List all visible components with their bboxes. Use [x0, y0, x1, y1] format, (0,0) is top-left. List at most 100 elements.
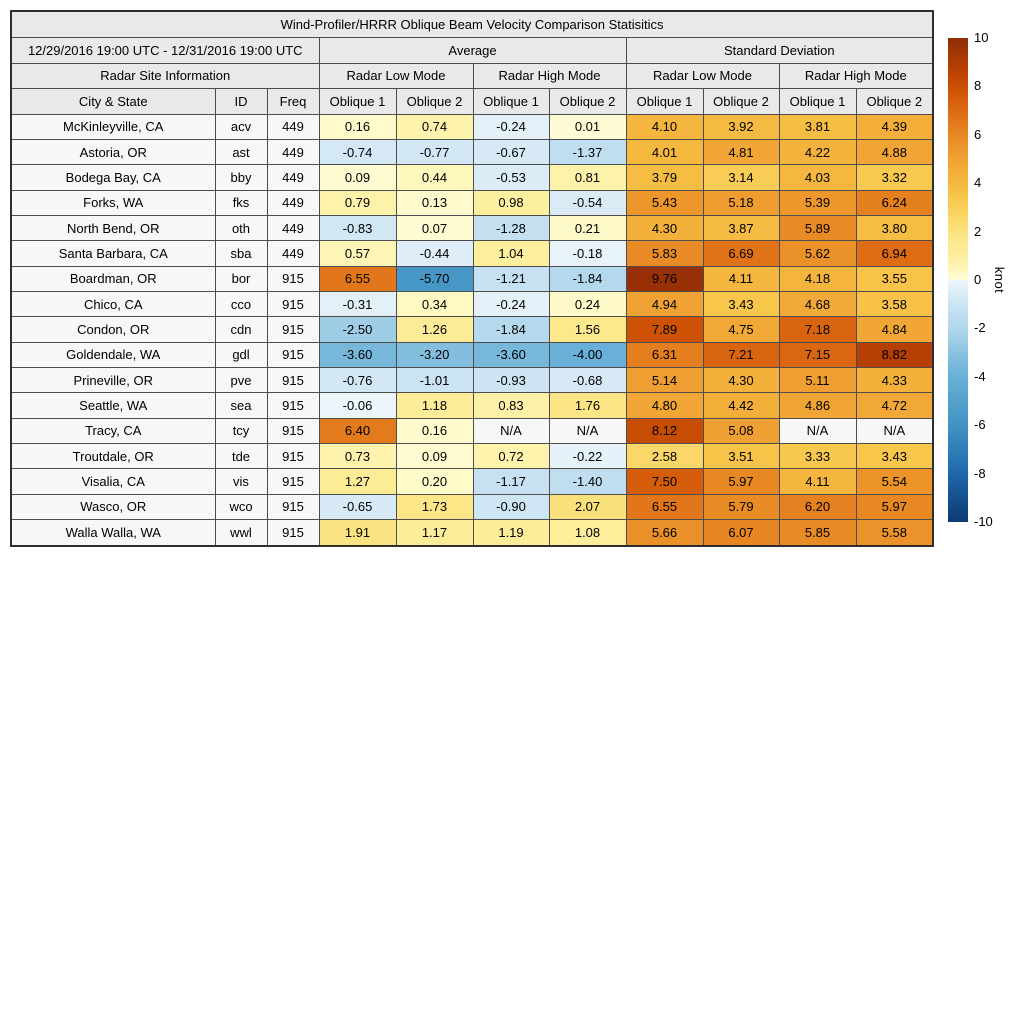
freq-cell: 449	[266, 240, 320, 267]
freq-cell: 915	[266, 442, 320, 470]
value-cell: -0.24	[472, 290, 550, 318]
value-cell: 3.80	[855, 214, 934, 242]
value-cell: 0.57	[318, 240, 397, 267]
table-row: Condon, OR cdn 915 -2.50 1.26 -1.84 1.56 7.89 4.…	[10, 316, 934, 343]
value-cell: -0.65	[318, 493, 397, 521]
value-cell: 3.14	[702, 164, 780, 191]
table-row: Boardman, OR bor 915 6.55 -5.70 -1.21 -1.84 9.7…	[10, 265, 934, 292]
freq-cell: 915	[266, 519, 320, 547]
value-cell: 0.74	[395, 113, 474, 140]
table-row: Seattle, WA sea 915 -0.06 1.18 0.83 1.76 4.80 4.…	[10, 392, 934, 419]
value-cell: -1.21	[472, 265, 550, 292]
value-cell: -0.77	[395, 138, 474, 166]
value-cell: -5.70	[395, 265, 474, 292]
site-id-cell: tde	[214, 442, 268, 470]
value-cell: 4.88	[855, 138, 934, 166]
site-id-cell: acv	[214, 113, 268, 140]
value-cell: 4.68	[778, 290, 857, 318]
table-row: Chico, CA cco 915 -0.31 0.34 -0.24 0.24 4.94 3.4…	[10, 290, 934, 318]
city-state-cell: Seattle, WA	[10, 392, 216, 419]
value-cell: 1.04	[472, 240, 550, 267]
avg-low-mode-header: Radar Low Mode	[318, 62, 474, 89]
site-id-cell: tcy	[214, 417, 268, 444]
freq-cell: 449	[266, 189, 320, 216]
value-cell: 5.66	[625, 519, 704, 547]
average-group-header: Average	[318, 36, 627, 64]
value-cell: -1.84	[472, 316, 550, 343]
value-cell: 0.21	[548, 214, 627, 242]
value-cell: 3.92	[702, 113, 780, 140]
site-id-cell: oth	[214, 214, 268, 242]
value-cell: 7.15	[778, 341, 857, 368]
freq-cell: 449	[266, 113, 320, 140]
value-cell: 6.07	[702, 519, 780, 547]
sd-low-mode-header: Radar Low Mode	[625, 62, 780, 89]
value-cell: 0.44	[395, 164, 474, 191]
value-cell: 7.89	[625, 316, 704, 343]
value-cell: -3.20	[395, 341, 474, 368]
oblique1-column-header: Oblique 1	[778, 87, 857, 115]
value-cell: 5.18	[702, 189, 780, 216]
value-cell: 5.08	[702, 417, 780, 444]
value-cell: 5.58	[855, 519, 934, 547]
value-cell: 8.82	[855, 341, 934, 368]
value-cell: -1.17	[472, 468, 550, 495]
value-cell: 5.54	[855, 468, 934, 495]
value-cell: 5.97	[855, 493, 934, 521]
value-cell: 0.79	[318, 189, 397, 216]
table-row: North Bend, OR oth 449 -0.83 0.07 -1.28 0.21 4.…	[10, 214, 934, 242]
date-range-label: 12/29/2016 19:00 UTC - 12/31/2016 19:00 …	[10, 36, 320, 64]
value-cell: -0.18	[548, 240, 627, 267]
value-cell: N/A	[548, 417, 627, 444]
value-cell: 0.34	[395, 290, 474, 318]
value-cell: 6.20	[778, 493, 857, 521]
value-cell: 4.86	[778, 392, 857, 419]
value-cell: 4.03	[778, 164, 857, 191]
value-cell: 5.97	[702, 468, 780, 495]
colorbar-tick-label: -6	[974, 417, 986, 433]
comparison-table: Wind-Profiler/HRRR Oblique Beam Velocity…	[10, 10, 935, 547]
value-cell: 0.73	[318, 442, 397, 470]
site-id-cell: sba	[214, 240, 268, 267]
value-cell: -2.50	[318, 316, 397, 343]
site-id-cell: sea	[214, 392, 268, 419]
value-cell: -0.31	[318, 290, 397, 318]
column-header-row: City & State ID Freq Oblique 1 Oblique 2…	[10, 87, 934, 115]
value-cell: 6.40	[318, 417, 397, 444]
value-cell: 3.79	[625, 164, 704, 191]
value-cell: 1.76	[548, 392, 627, 419]
value-cell: 1.56	[548, 316, 627, 343]
value-cell: -0.24	[472, 113, 550, 140]
value-cell: 5.83	[625, 240, 704, 267]
value-cell: 4.01	[625, 138, 704, 166]
value-cell: -0.90	[472, 493, 550, 521]
oblique1-column-header: Oblique 1	[318, 87, 397, 115]
oblique2-column-header: Oblique 2	[395, 87, 474, 115]
site-id-cell: ast	[214, 138, 268, 166]
value-cell: 4.80	[625, 392, 704, 419]
value-cell: 0.98	[472, 189, 550, 216]
city-state-column-header: City & State	[10, 87, 216, 115]
city-state-cell: Chico, CA	[10, 290, 216, 318]
colorbar-gradient	[948, 38, 968, 522]
colorbar-tick-label: -8	[974, 465, 986, 481]
value-cell: 4.11	[702, 265, 780, 292]
value-cell: 4.10	[625, 113, 704, 140]
value-cell: 4.75	[702, 316, 780, 343]
sd-high-mode-header: Radar High Mode	[778, 62, 934, 89]
colorbar-tick-label: 4	[974, 175, 982, 191]
value-cell: 5.85	[778, 519, 857, 547]
value-cell: -1.28	[472, 214, 550, 242]
value-cell: 3.58	[855, 290, 934, 318]
value-cell: -1.84	[548, 265, 627, 292]
colorbar-tick-label: -2	[974, 320, 986, 336]
radar-site-info-header: Radar Site Information	[10, 62, 320, 89]
value-cell: 0.20	[395, 468, 474, 495]
value-cell: 0.09	[395, 442, 474, 470]
table-row: McKinleyville, CA acv 449 0.16 0.74 -0.24 0.01…	[10, 113, 934, 140]
value-cell: 1.08	[548, 519, 627, 547]
std-deviation-group-header: Standard Deviation	[625, 36, 934, 64]
city-state-cell: Tracy, CA	[10, 417, 216, 444]
site-id-cell: pve	[214, 366, 268, 394]
